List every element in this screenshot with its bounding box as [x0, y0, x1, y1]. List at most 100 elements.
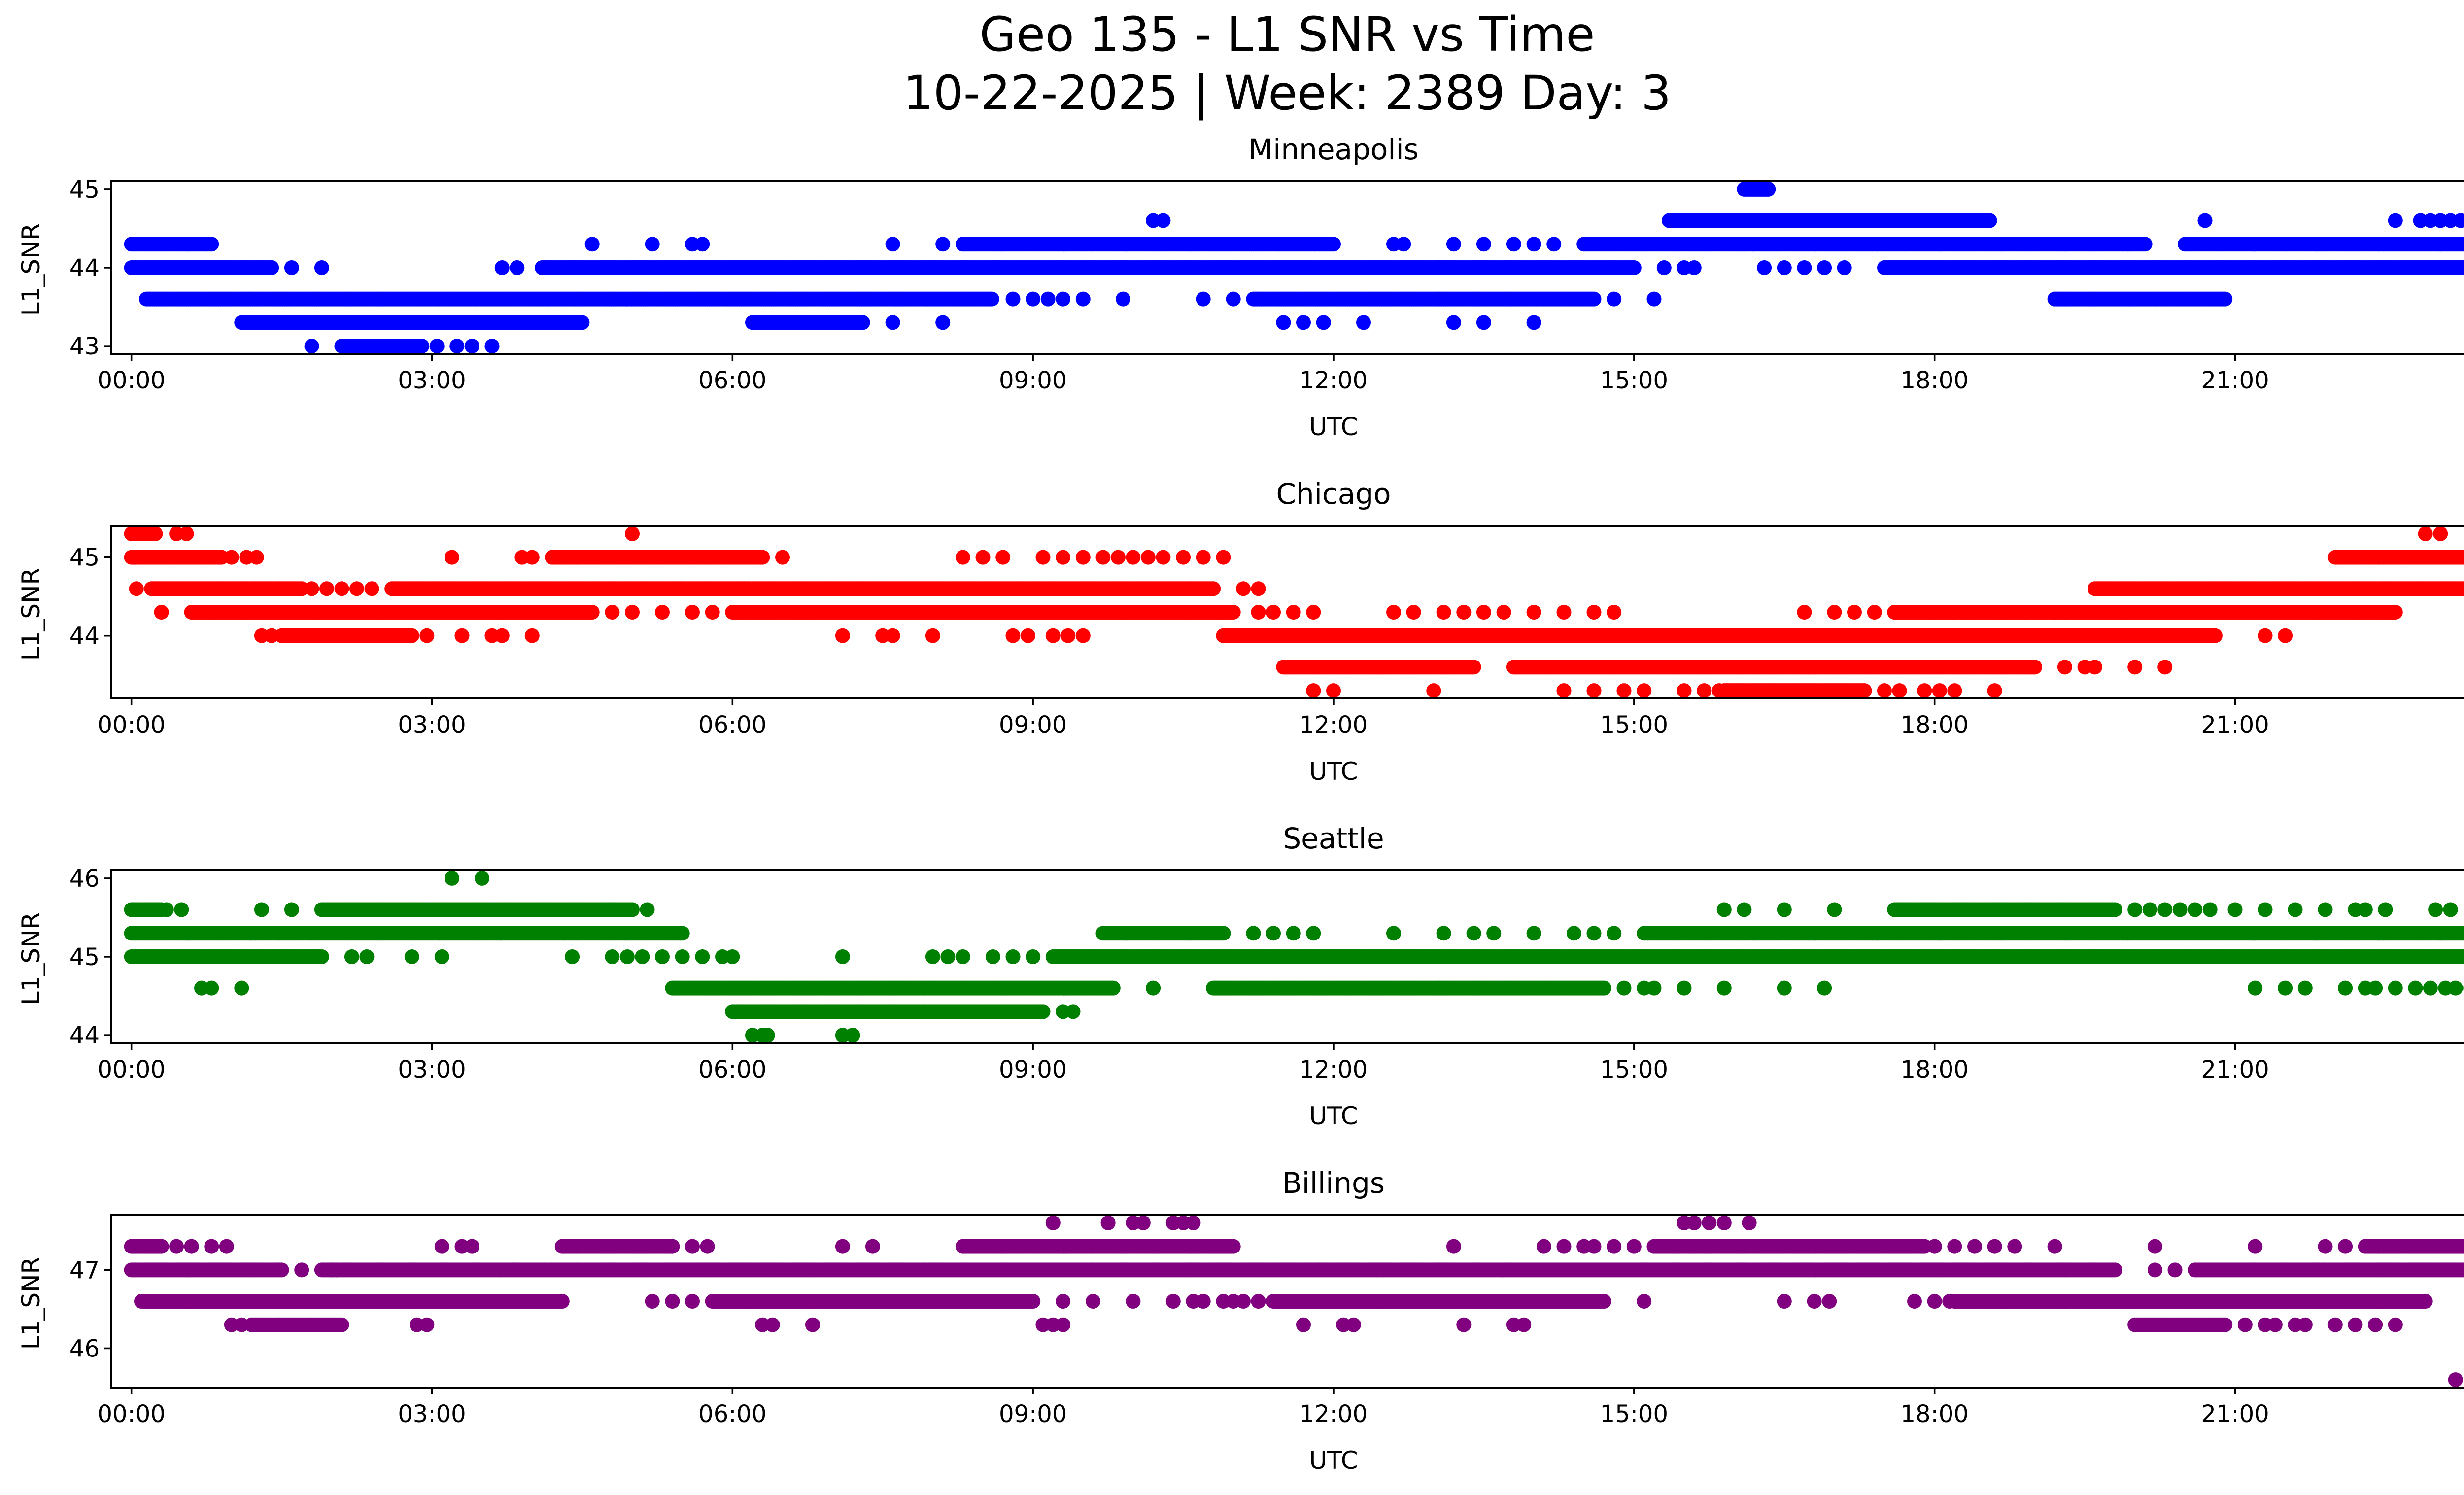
- figure-title-line2: 10-22-2025 | Week: 2389 Day: 3: [903, 66, 1672, 121]
- y-tick-label: 44: [69, 254, 100, 282]
- data-point: [1140, 550, 1156, 565]
- data-point: [1987, 605, 2002, 620]
- scatter-points: [124, 181, 2464, 354]
- data-point: [1075, 291, 1091, 307]
- data-point: [775, 550, 790, 565]
- data-point: [1236, 581, 1251, 596]
- data-point: [264, 260, 279, 275]
- data-point: [2197, 213, 2213, 228]
- x-axis-label: UTC: [1309, 413, 1358, 441]
- data-point: [494, 260, 510, 275]
- x-tick-label: 15:00: [1600, 367, 1668, 394]
- data-point: [1266, 605, 1281, 620]
- data-point: [1251, 605, 1266, 620]
- data-point: [524, 550, 540, 565]
- data-point: [2137, 237, 2153, 252]
- data-point: [429, 339, 445, 354]
- data-point: [1656, 260, 1672, 275]
- data-point: [625, 526, 640, 541]
- data-point: [1176, 550, 1191, 565]
- data-point: [1306, 605, 1321, 620]
- x-tick-label: 06:00: [698, 367, 766, 394]
- data-point: [1116, 291, 1131, 307]
- data-point: [1386, 605, 1401, 620]
- data-point: [1206, 581, 1221, 596]
- data-point: [2453, 213, 2464, 228]
- data-point: [1626, 260, 1642, 275]
- data-point: [605, 605, 620, 620]
- x-tick-label: 18:00: [1901, 367, 1969, 394]
- data-point: [1276, 315, 1291, 330]
- data-point: [1757, 260, 1772, 275]
- y-tick-label: 45: [69, 176, 100, 204]
- data-point: [148, 526, 163, 541]
- data-point: [304, 339, 319, 354]
- x-tick-label: 21:00: [2201, 367, 2269, 394]
- data-point: [2388, 213, 2403, 228]
- data-point: [1056, 550, 1071, 565]
- data-point: [705, 605, 720, 620]
- data-point: [1296, 315, 1311, 330]
- data-point: [625, 605, 640, 620]
- data-point: [1226, 291, 1241, 307]
- data-point: [154, 605, 169, 620]
- data-point: [1817, 260, 1832, 275]
- panel-title: Minneapolis: [1248, 133, 1419, 166]
- data-point: [1476, 315, 1491, 330]
- data-point: [1476, 237, 1491, 252]
- data-point: [1947, 605, 1962, 620]
- data-point: [1075, 550, 1091, 565]
- data-point: [1827, 605, 1842, 620]
- figure-title-line1: Geo 135 - L1 SNR vs Time: [980, 7, 1595, 62]
- data-point: [1556, 605, 1572, 620]
- data-point: [584, 237, 600, 252]
- data-point: [179, 526, 194, 541]
- data-point: [1056, 291, 1071, 307]
- x-tick-label: 03:00: [398, 367, 466, 394]
- data-point: [1035, 550, 1051, 565]
- data-point: [1326, 237, 1341, 252]
- data-point: [349, 581, 364, 596]
- data-point: [755, 550, 770, 565]
- data-point: [314, 260, 329, 275]
- data-point: [1111, 550, 1126, 565]
- data-point: [2017, 605, 2032, 620]
- data-point: [1156, 550, 1171, 565]
- data-point: [1251, 581, 1266, 596]
- x-tick-label: 00:00: [97, 367, 165, 394]
- data-point: [885, 237, 900, 252]
- data-point: [1797, 260, 1812, 275]
- x-axis-label: UTC: [1309, 757, 1358, 786]
- data-point: [1095, 550, 1111, 565]
- data-point: [319, 581, 334, 596]
- data-point: [334, 581, 349, 596]
- data-point: [1526, 315, 1541, 330]
- data-point: [1607, 605, 1622, 620]
- data-point: [1286, 605, 1301, 620]
- data-point: [2388, 605, 2403, 620]
- data-point: [484, 339, 500, 354]
- data-point: [1546, 237, 1562, 252]
- data-point: [1686, 260, 1702, 275]
- data-point: [885, 315, 900, 330]
- data-point: [1126, 550, 1141, 565]
- data-point: [1982, 213, 1997, 228]
- data-point: [685, 605, 700, 620]
- y-tick-label: 43: [69, 333, 100, 360]
- data-point: [1005, 291, 1021, 307]
- data-point: [1226, 605, 1241, 620]
- data-point: [1156, 213, 1171, 228]
- data-point: [1476, 605, 1491, 620]
- data-point: [995, 550, 1011, 565]
- data-point: [249, 550, 264, 565]
- data-point: [1406, 605, 1421, 620]
- data-point: [935, 237, 951, 252]
- data-point: [1436, 605, 1451, 620]
- data-point: [2462, 263, 2464, 273]
- data-point: [414, 339, 430, 354]
- data-point: [1446, 315, 1461, 330]
- data-point: [1396, 237, 1411, 252]
- data-point: [1777, 260, 1792, 275]
- data-point: [1196, 550, 1211, 565]
